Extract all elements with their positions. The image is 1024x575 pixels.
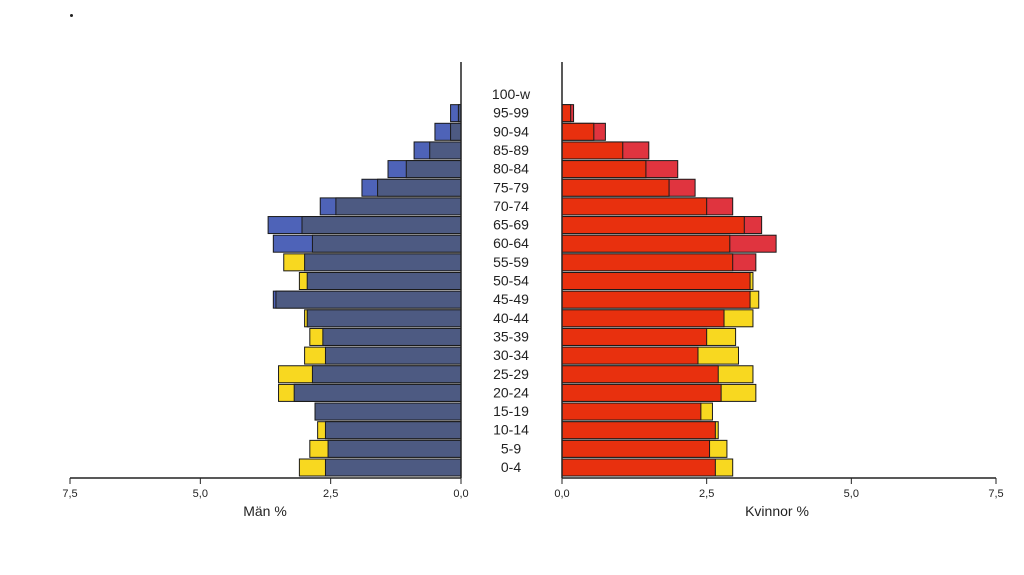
female-bar-0-4 (561, 458, 716, 477)
male-bar-35-39 (322, 327, 462, 346)
age-label-25-29: 25-29 (493, 366, 529, 382)
age-label-50-54: 50-54 (493, 273, 529, 289)
female-bar-30-34 (561, 346, 699, 365)
female-bar-25-29 (561, 365, 719, 384)
age-label-40-44: 40-44 (493, 310, 529, 326)
right-axis-title: Kvinnor % (745, 503, 809, 519)
stray-dot (70, 14, 73, 17)
left-axis-title: Män % (243, 503, 287, 519)
female-bar-20-24 (561, 383, 722, 402)
right-tick-label-3: 7,5 (988, 488, 1003, 500)
age-label-100-w: 100-w (492, 86, 531, 102)
female-bar-5-9 (561, 439, 711, 458)
male-bar-0-4 (324, 458, 462, 477)
male-bar-25-29 (311, 365, 462, 384)
age-label-80-84: 80-84 (493, 161, 529, 177)
male-bar-5-9 (327, 439, 462, 458)
male-bar-40-44 (306, 309, 462, 328)
age-label-60-64: 60-64 (493, 235, 529, 251)
male-bar-55-59 (304, 253, 462, 272)
male-bar-common-20-24 (293, 383, 462, 402)
age-label-90-94: 90-94 (493, 123, 529, 139)
age-label-0-4: 0-4 (501, 459, 521, 475)
age-label-30-34: 30-34 (493, 347, 529, 363)
left-tick-label-0: 7,5 (62, 488, 77, 500)
age-label-85-89: 85-89 (493, 142, 529, 158)
age-label-70-74: 70-74 (493, 198, 529, 214)
age-label-95-99: 95-99 (493, 105, 529, 121)
male-bar-15-19 (314, 402, 462, 421)
age-label-5-9: 5-9 (501, 440, 521, 456)
left-tick-label-2: 2,5 (323, 488, 338, 500)
female-bar-75-79 (561, 178, 670, 197)
male-bar-70-74 (335, 197, 462, 216)
female-bar-10-14 (561, 421, 716, 440)
female-bar-50-54 (561, 272, 751, 290)
female-bar-15-19 (561, 402, 702, 421)
male-bar-90-94 (450, 122, 462, 141)
age-label-45-49: 45-49 (493, 291, 529, 307)
male-bar-50-54 (306, 272, 462, 290)
age-label-10-14: 10-14 (493, 422, 529, 438)
female-bar-95-99 (561, 104, 572, 123)
female-bar-45-49 (561, 290, 751, 309)
age-label-55-59: 55-59 (493, 254, 529, 270)
female-bar-85-89 (561, 141, 624, 160)
female-bar-90-94 (561, 122, 595, 141)
right-tick-label-1: 2,5 (699, 488, 714, 500)
left-tick-label-3: 0,0 (453, 488, 468, 500)
male-bar-85-89 (429, 141, 462, 160)
male-bar-60-64 (311, 234, 462, 253)
right-tick-label-2: 5,0 (844, 488, 859, 500)
male-bar-75-79 (377, 178, 462, 197)
male-bar-65-69 (301, 216, 462, 235)
female-bar-80-84 (561, 160, 647, 179)
age-label-35-39: 35-39 (493, 328, 529, 344)
male-bar-30-34 (324, 346, 462, 365)
age-label-75-79: 75-79 (493, 179, 529, 195)
female-bar-55-59 (561, 253, 734, 272)
female-bar-65-69 (561, 216, 745, 235)
female-bar-35-39 (561, 327, 708, 346)
female-bar-60-64 (561, 234, 731, 253)
age-label-65-69: 65-69 (493, 217, 529, 233)
male-bar-45-49 (275, 290, 462, 309)
left-tick-label-1: 5,0 (193, 488, 208, 500)
male-bar-common-10-14 (324, 421, 462, 440)
right-tick-label-0: 0,0 (554, 488, 569, 500)
male-bar-80-84 (405, 160, 462, 179)
age-label-15-19: 15-19 (493, 403, 529, 419)
age-label-20-24: 20-24 (493, 384, 529, 400)
female-bar-70-74 (561, 197, 708, 216)
female-bar-40-44 (561, 309, 725, 328)
